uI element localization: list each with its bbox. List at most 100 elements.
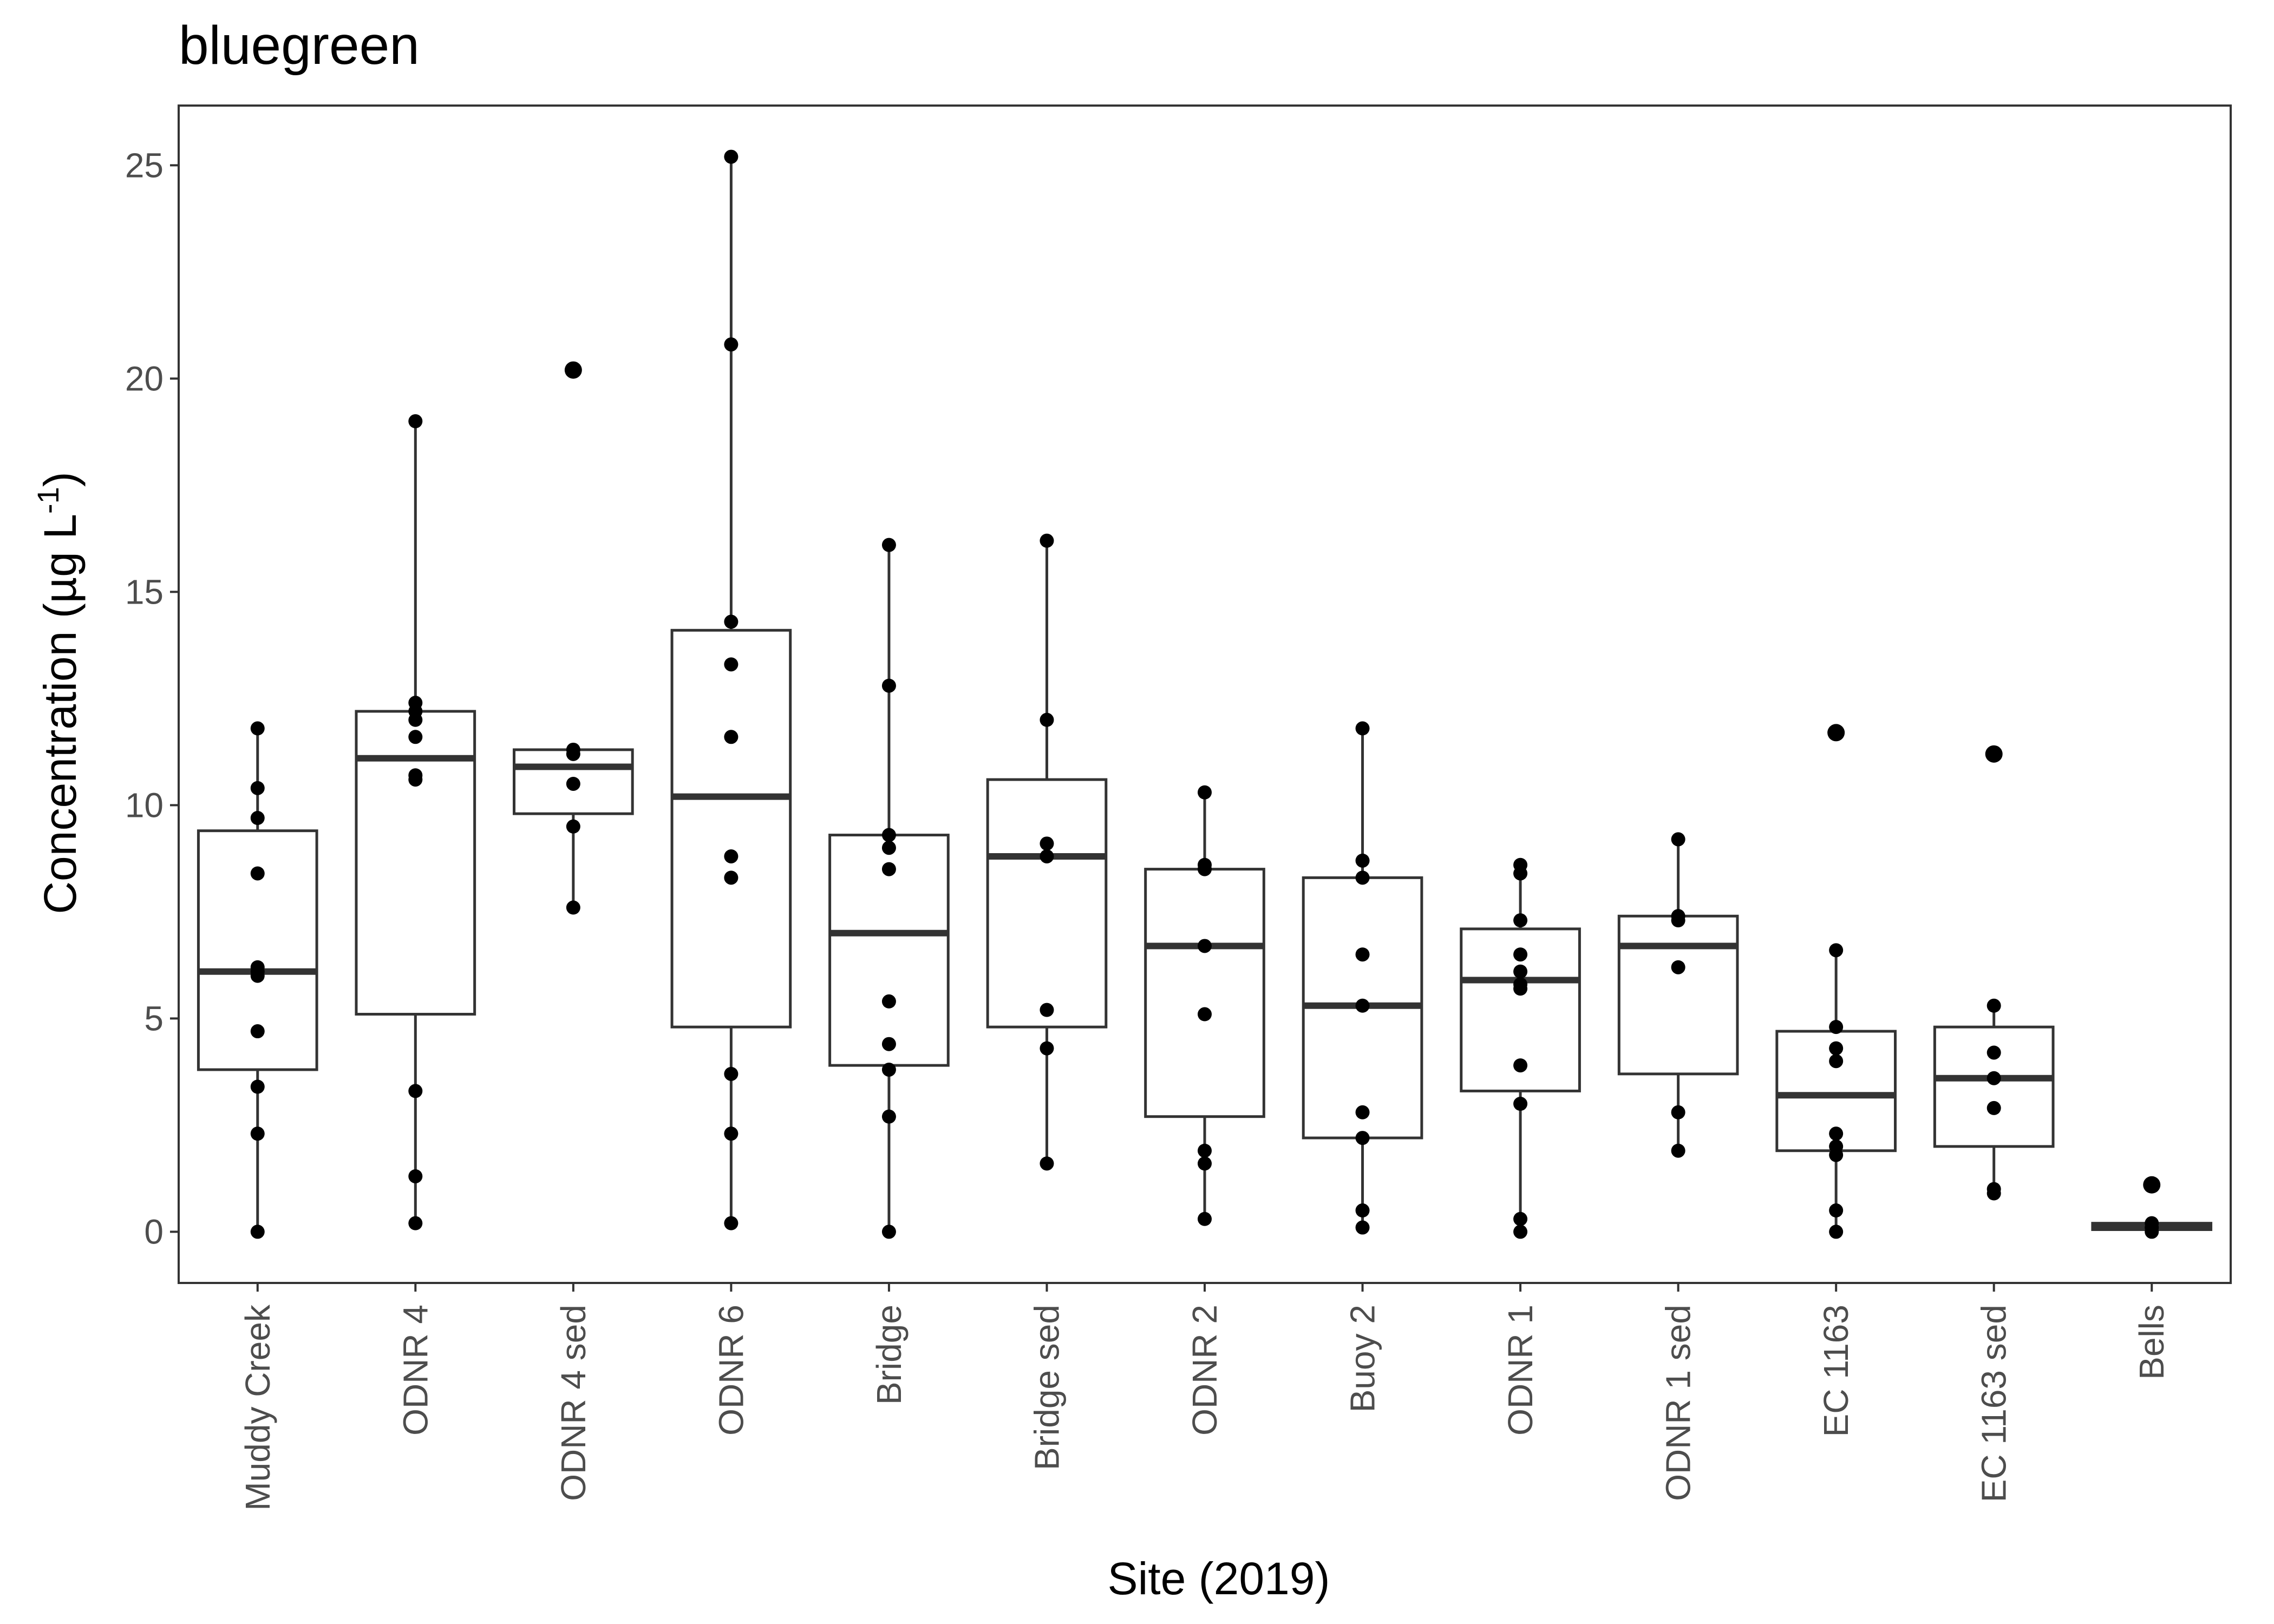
data-point bbox=[1829, 943, 1844, 958]
data-point bbox=[566, 776, 580, 791]
x-tick-label: EC 1163 sed bbox=[1975, 1305, 2014, 1502]
data-point bbox=[1355, 1220, 1370, 1235]
data-point bbox=[881, 862, 896, 876]
data-point bbox=[724, 614, 739, 629]
y-axis-title-suffix: ) bbox=[35, 472, 86, 487]
data-point bbox=[566, 363, 580, 377]
data-point bbox=[1355, 1131, 1370, 1145]
x-tick-label: Bells bbox=[2132, 1305, 2171, 1380]
chart-title: bluegreen bbox=[179, 15, 420, 76]
x-tick-label: ODNR 6 bbox=[711, 1305, 750, 1436]
data-point bbox=[1040, 533, 1054, 548]
data-point bbox=[724, 1216, 739, 1230]
data-point bbox=[1829, 1224, 1844, 1239]
data-point bbox=[1987, 1182, 2001, 1196]
data-point bbox=[1198, 1212, 1212, 1226]
data-point bbox=[250, 1127, 265, 1141]
data-point bbox=[1829, 1054, 1844, 1069]
x-tick-label: ODNR 4 sed bbox=[554, 1305, 593, 1501]
data-point bbox=[1040, 836, 1054, 851]
data-point bbox=[1198, 1007, 1212, 1021]
data-point bbox=[1829, 1041, 1844, 1056]
data-point bbox=[1198, 939, 1212, 953]
data-point bbox=[250, 1079, 265, 1094]
box bbox=[670, 628, 792, 1029]
data-point bbox=[1355, 870, 1370, 885]
data-point bbox=[1829, 1139, 1844, 1154]
data-point bbox=[1987, 746, 2001, 761]
data-point bbox=[2145, 1216, 2159, 1230]
y-tick-label: 5 bbox=[144, 999, 164, 1038]
data-point bbox=[250, 960, 265, 974]
y-axis-title: Concentration (µg L-1) bbox=[31, 472, 86, 914]
data-point bbox=[1040, 1003, 1054, 1017]
data-point bbox=[1671, 832, 1685, 847]
data-point bbox=[1355, 1203, 1370, 1218]
box bbox=[1617, 914, 1739, 1076]
data-point bbox=[724, 149, 739, 164]
data-point bbox=[1829, 1020, 1844, 1034]
data-point bbox=[724, 657, 739, 672]
data-point bbox=[1513, 857, 1528, 872]
box bbox=[1144, 868, 1265, 1118]
y-axis-title-prefix: Concentration ( bbox=[35, 603, 86, 914]
data-point bbox=[881, 538, 896, 552]
data-point bbox=[1040, 1041, 1054, 1056]
data-point bbox=[881, 841, 896, 855]
data-point bbox=[724, 870, 739, 885]
data-point bbox=[1513, 1224, 1528, 1239]
data-point bbox=[1513, 1097, 1528, 1111]
data-point bbox=[250, 866, 265, 881]
data-point bbox=[881, 678, 896, 693]
x-tick-label: ODNR 2 bbox=[1185, 1305, 1224, 1436]
data-point bbox=[566, 900, 580, 915]
x-tick-label: ODNR 1 sed bbox=[1659, 1305, 1698, 1501]
x-tick-label: Muddy Creek bbox=[238, 1304, 277, 1511]
y-tick-label: 25 bbox=[125, 146, 164, 185]
data-point bbox=[1987, 1101, 2001, 1115]
data-point bbox=[566, 742, 580, 757]
data-point bbox=[1040, 712, 1054, 727]
x-tick-label: ODNR 1 bbox=[1501, 1305, 1540, 1436]
data-point bbox=[724, 1066, 739, 1081]
data-point bbox=[881, 1037, 896, 1051]
data-point bbox=[1040, 849, 1054, 863]
data-point bbox=[408, 1084, 423, 1098]
data-point bbox=[1513, 913, 1528, 928]
data-point bbox=[1198, 857, 1212, 872]
data-point bbox=[1513, 1058, 1528, 1073]
data-point bbox=[1040, 1156, 1054, 1171]
y-axis-title-superscript: -1 bbox=[31, 487, 65, 514]
data-point bbox=[250, 781, 265, 795]
data-point bbox=[1198, 1143, 1212, 1158]
y-tick-label: 10 bbox=[125, 785, 164, 824]
data-point bbox=[250, 1024, 265, 1039]
data-point bbox=[1671, 960, 1685, 974]
data-point bbox=[250, 721, 265, 736]
data-point bbox=[250, 811, 265, 826]
x-tick-label: EC 1163 bbox=[1816, 1305, 1855, 1437]
data-point bbox=[1829, 1127, 1844, 1141]
data-point bbox=[1987, 1071, 2001, 1085]
data-point bbox=[1987, 1045, 2001, 1060]
box bbox=[986, 778, 1108, 1029]
data-point bbox=[1513, 1212, 1528, 1226]
data-point bbox=[250, 1224, 265, 1239]
data-point bbox=[1513, 964, 1528, 979]
data-point bbox=[724, 337, 739, 352]
x-tick-label: Bridge sed bbox=[1027, 1305, 1066, 1470]
data-point bbox=[408, 1216, 423, 1230]
data-point bbox=[1198, 785, 1212, 800]
y-tick-label: 20 bbox=[125, 359, 164, 398]
x-tick-label: ODNR 4 bbox=[396, 1305, 435, 1436]
data-point bbox=[881, 994, 896, 1009]
data-point bbox=[1829, 1203, 1844, 1218]
data-point bbox=[408, 414, 423, 429]
data-point bbox=[1355, 1105, 1370, 1119]
data-point bbox=[408, 1169, 423, 1183]
y-axis-title-unit: µg L bbox=[35, 514, 86, 603]
y-tick-label: 15 bbox=[125, 572, 164, 611]
plot-area: 0 5 10 15 20 25 Muddy Creek ODNR 4 ODNR 4 sed ODN… bbox=[125, 104, 2232, 1511]
data-point bbox=[1355, 853, 1370, 868]
